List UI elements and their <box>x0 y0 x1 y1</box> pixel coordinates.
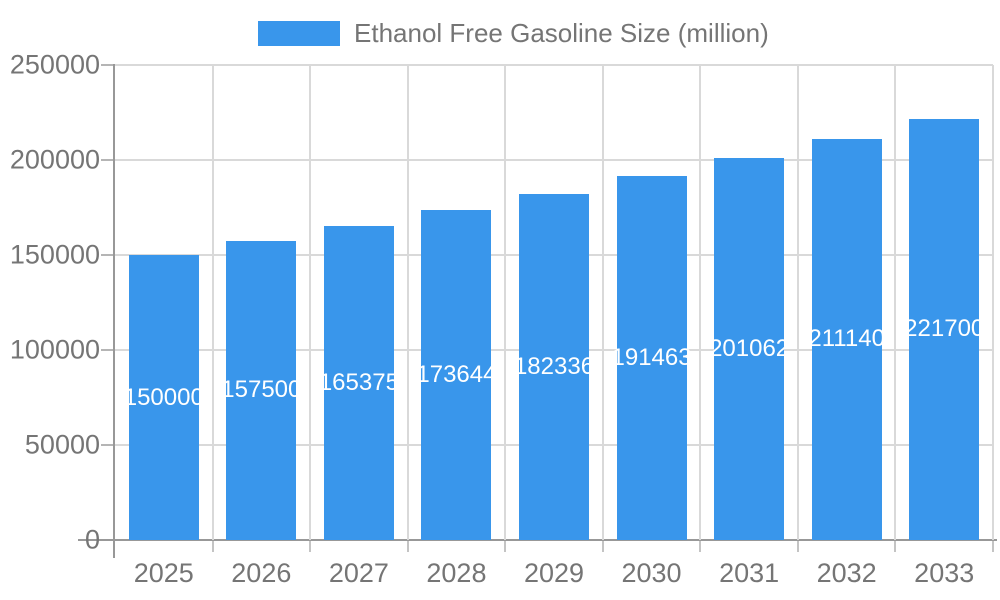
y-axis-label: 100000 <box>9 334 100 365</box>
x-axis-tick <box>211 541 214 552</box>
bar-2025[interactable] <box>128 255 199 540</box>
x-axis-tick <box>406 541 409 552</box>
y-axis-tick <box>101 444 113 446</box>
gridline-vertical <box>894 65 897 540</box>
y-axis-tick <box>101 349 113 351</box>
bar-2031[interactable] <box>714 157 785 540</box>
bar-2033[interactable] <box>909 118 980 540</box>
y-axis-tick <box>101 64 113 66</box>
gridline-vertical <box>504 65 507 540</box>
y-axis-label: 150000 <box>9 239 100 270</box>
legend-swatch-icon <box>258 21 340 46</box>
y-axis-label: 50000 <box>24 429 100 460</box>
gridline-vertical <box>699 65 702 540</box>
bar-value-label: 173644 <box>416 361 497 389</box>
x-axis-label-2025: 2025 <box>133 558 194 588</box>
gridline-vertical <box>211 65 214 540</box>
x-axis-tick <box>504 541 507 552</box>
x-axis-label-2029: 2029 <box>523 558 585 588</box>
x-axis-tick <box>894 541 897 552</box>
x-axis-label-2033: 2033 <box>914 558 975 588</box>
x-axis-label-2028: 2028 <box>426 558 487 588</box>
y-axis-line <box>113 64 115 558</box>
x-axis-label-2030: 2030 <box>621 558 682 588</box>
x-axis-tick <box>309 541 312 552</box>
bar-value-label: 157500 <box>221 376 302 404</box>
y-axis-tick <box>101 159 113 161</box>
bar-2029[interactable] <box>519 193 589 540</box>
bar-value-label: 201062 <box>709 334 790 362</box>
x-axis-label-2032: 2032 <box>816 558 877 588</box>
legend-label: Ethanol Free Gasoline Size (million) <box>354 18 769 48</box>
bar-value-label: 165375 <box>318 368 399 396</box>
x-axis-label-2026: 2026 <box>231 558 292 588</box>
bar-value-label: 211140 <box>808 325 885 353</box>
bar-value-label: 182336 <box>513 352 595 380</box>
bar-2027[interactable] <box>323 225 394 540</box>
y-axis-label: 0 <box>84 524 100 555</box>
bar-value-label: 150000 <box>123 383 204 411</box>
gridline-vertical <box>406 65 409 540</box>
bar-value-label: 191463 <box>611 344 692 372</box>
x-axis-tick <box>699 541 702 552</box>
x-axis-tick <box>796 541 799 552</box>
bar-value-label: 221700 <box>904 315 985 343</box>
x-axis-label-2031: 2031 <box>719 558 780 588</box>
gridline-vertical <box>601 65 604 540</box>
gridline-vertical <box>309 65 312 540</box>
gridline-vertical <box>796 65 799 540</box>
x-axis-label-2027: 2027 <box>328 558 389 588</box>
legend: Ethanol Free Gasoline Size (million) <box>258 18 769 49</box>
gridline-horizontal <box>115 64 993 66</box>
y-axis-label: 200000 <box>9 144 100 175</box>
bar-2032[interactable] <box>811 138 882 540</box>
legend-item-ethanol-free-gasoline[interactable]: Ethanol Free Gasoline Size (million) <box>258 18 769 49</box>
x-axis-tick <box>992 541 994 552</box>
gridline-horizontal <box>115 159 993 161</box>
bar-2026[interactable] <box>226 240 297 540</box>
x-axis-line <box>78 539 997 541</box>
y-axis-label: 250000 <box>9 49 100 80</box>
bar-2030[interactable] <box>616 176 687 540</box>
plot-area: 150000 157500 165375 173644 182336 191463 2010… <box>115 64 994 540</box>
gridline-vertical <box>992 65 994 540</box>
x-axis-tick <box>601 541 604 552</box>
y-axis-tick <box>101 254 113 256</box>
bar-2028[interactable] <box>421 210 492 540</box>
